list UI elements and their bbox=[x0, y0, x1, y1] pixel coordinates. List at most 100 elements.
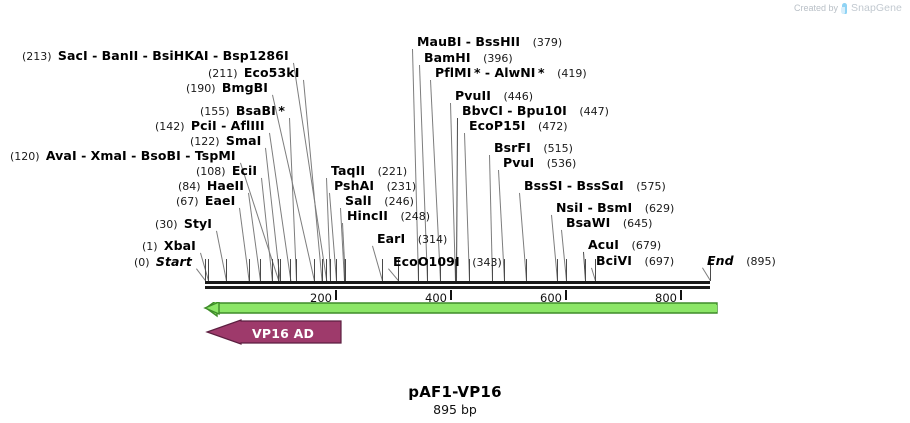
site-position: (155) bbox=[200, 105, 230, 118]
site-enzyme-names: PciI - AflIII bbox=[191, 118, 265, 133]
site-position: (84) bbox=[178, 180, 201, 193]
enzyme-site-label[interactable]: (67) EaeI bbox=[176, 194, 235, 208]
site-tick-mark bbox=[456, 259, 457, 281]
ruler-tick-label: 800 bbox=[655, 291, 677, 305]
site-position: (343) bbox=[472, 256, 502, 269]
site-position: (246) bbox=[384, 195, 414, 208]
enzyme-site-label[interactable]: PvuII (446) bbox=[455, 88, 533, 103]
site-position: (629) bbox=[644, 202, 675, 215]
enzyme-site-label[interactable]: (30) StyI bbox=[155, 216, 213, 231]
enzyme-site-label[interactable]: (0) Start bbox=[134, 254, 192, 269]
site-position: (0) bbox=[134, 256, 150, 269]
ruler-tick-mark bbox=[680, 290, 682, 300]
site-position: (248) bbox=[400, 210, 431, 223]
enzyme-site-label[interactable]: (155) BsaBI * bbox=[200, 103, 285, 118]
site-tick-mark bbox=[322, 259, 323, 281]
star-marker: * bbox=[535, 65, 545, 80]
enzyme-site-label[interactable]: BbvCI - Bpu10I (447) bbox=[462, 103, 609, 118]
enzyme-site-label[interactable]: (120) AvaI - XmaI - BsoBI - TspMI bbox=[10, 148, 236, 163]
enzyme-site-label[interactable]: (1) XbaI bbox=[142, 239, 196, 253]
site-enzyme-names: PvuII bbox=[455, 88, 491, 103]
ruler-tick-mark bbox=[450, 290, 452, 300]
enzyme-site-label[interactable]: AcuI (679) bbox=[588, 237, 662, 252]
site-enzyme-names: EarI bbox=[377, 231, 405, 246]
enzyme-site-label[interactable]: PshAI (231) bbox=[334, 178, 417, 193]
enzyme-site-label[interactable]: SalI (246) bbox=[345, 194, 414, 208]
site-leader-line bbox=[292, 62, 327, 281]
enzyme-site-label[interactable]: EcoO109I (343) bbox=[393, 255, 502, 269]
site-enzyme-names: AcuI bbox=[588, 237, 619, 252]
enzyme-site-label[interactable]: PvuI (536) bbox=[503, 156, 577, 170]
enzyme-site-label[interactable]: (142) PciI - AflIII bbox=[155, 118, 265, 133]
site-position: (213) bbox=[22, 50, 52, 63]
star-marker: * bbox=[275, 103, 285, 118]
enzyme-site-label[interactable]: BciVI (697) bbox=[596, 253, 675, 268]
site-tick-mark bbox=[418, 259, 419, 281]
site-enzyme-names: BamHI bbox=[424, 50, 471, 65]
site-enzyme-names: Eco53kI bbox=[244, 65, 300, 80]
enzyme-name: Start bbox=[155, 254, 192, 269]
site-position: (679) bbox=[631, 239, 662, 252]
site-tick-mark bbox=[330, 259, 331, 281]
enzyme-site-label[interactable]: (84) HaeII bbox=[178, 178, 244, 193]
star-marker: * bbox=[471, 65, 481, 80]
ruler-tick-mark bbox=[335, 290, 337, 300]
green-feature-arrow[interactable] bbox=[203, 302, 723, 318]
site-tick-mark bbox=[526, 259, 527, 281]
site-tick-mark bbox=[492, 259, 493, 281]
site-position: (536) bbox=[546, 157, 577, 170]
enzyme-name: PvuII bbox=[455, 88, 492, 103]
enzyme-site-label[interactable]: (122) SmaI bbox=[190, 133, 262, 148]
site-enzyme-names: BssSI - BssSαI bbox=[524, 178, 624, 193]
enzyme-site-label[interactable]: NsiI - BsmI (629) bbox=[556, 200, 675, 215]
enzyme-name: AlwNI bbox=[494, 65, 536, 80]
enzyme-name: EarI bbox=[377, 231, 406, 246]
plasmid-backbone-bottom bbox=[205, 286, 710, 289]
site-enzyme-names: BsaWI bbox=[566, 215, 610, 230]
enzyme-site-label[interactable]: BamHI (396) bbox=[424, 50, 513, 65]
enzyme-site-label[interactable]: BssSI - BssSαI (575) bbox=[524, 178, 666, 193]
enzyme-site-label[interactable]: (190) BmgBI bbox=[186, 80, 269, 95]
enzyme-site-label[interactable]: End (895) bbox=[707, 253, 776, 268]
enzyme-site-label[interactable]: EarI (314) bbox=[377, 231, 447, 246]
enzyme-site-label[interactable]: HincII (248) bbox=[347, 209, 431, 223]
site-tick-mark bbox=[427, 259, 428, 281]
enzyme-name: BsaBI bbox=[235, 103, 276, 118]
site-enzyme-names: MauBI - BssHII bbox=[417, 34, 520, 49]
enzyme-name: End bbox=[707, 253, 734, 268]
site-tick-mark bbox=[249, 259, 250, 281]
enzyme-site-label[interactable]: (213) SacI - BanII - BsiHKAI - Bsp1286I bbox=[22, 48, 289, 63]
enzyme-site-label[interactable]: PflMI * - AlwNI * (419) bbox=[435, 65, 587, 80]
site-position: (645) bbox=[622, 217, 653, 230]
name-separator: - bbox=[126, 148, 141, 163]
site-position: (231) bbox=[386, 180, 417, 193]
enzyme-name: BmgBI bbox=[221, 80, 269, 95]
site-enzyme-names: HaeII bbox=[207, 178, 244, 193]
feature-arrow-vp16-ad[interactable]: VP16 AD bbox=[205, 319, 343, 345]
enzyme-name: StyI bbox=[183, 216, 213, 231]
enzyme-site-label[interactable]: (211) Eco53kI bbox=[208, 65, 300, 80]
enzyme-name: BbvCI bbox=[462, 103, 503, 118]
site-position: (895) bbox=[746, 255, 776, 268]
enzyme-site-label[interactable]: MauBI - BssHII (379) bbox=[417, 34, 562, 49]
site-position: (67) bbox=[176, 195, 199, 208]
enzyme-site-label[interactable]: (108) EciI bbox=[196, 164, 257, 178]
enzyme-site-label[interactable]: TaqII (221) bbox=[331, 164, 407, 178]
enzyme-name: Bsp1286I bbox=[222, 48, 289, 63]
site-enzyme-names: End bbox=[707, 253, 734, 268]
site-tick-mark bbox=[290, 259, 291, 281]
site-enzyme-names: PshAI bbox=[334, 178, 374, 193]
enzyme-site-label[interactable]: BsaWI (645) bbox=[566, 215, 653, 230]
enzyme-name: SmaI bbox=[225, 133, 262, 148]
enzyme-name: BsrFI bbox=[494, 140, 531, 155]
enzyme-name: BamHI bbox=[424, 50, 471, 65]
enzyme-name: BciVI bbox=[596, 253, 633, 268]
enzyme-name: NsiI bbox=[556, 200, 584, 215]
site-position: (697) bbox=[644, 255, 675, 268]
ruler-tick-mark bbox=[565, 290, 567, 300]
enzyme-site-label[interactable]: BsrFI (515) bbox=[494, 140, 573, 155]
enzyme-site-label[interactable]: EcoP15I (472) bbox=[469, 118, 568, 133]
site-enzyme-names: EcoP15I bbox=[469, 118, 525, 133]
site-enzyme-names: NsiI - BsmI bbox=[556, 200, 632, 215]
enzyme-name: EcoP15I bbox=[469, 118, 526, 133]
